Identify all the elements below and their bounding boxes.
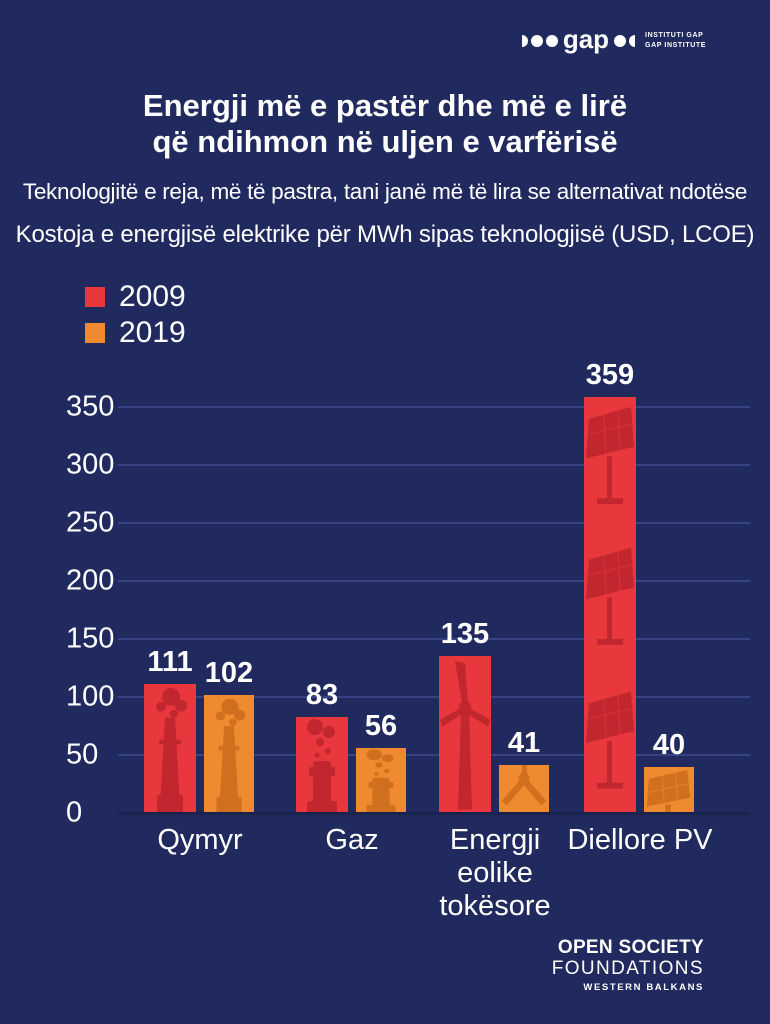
page-title-line2: që ndihmon në uljen e varfërisë bbox=[152, 124, 618, 159]
gap-dot-icon bbox=[614, 35, 627, 47]
coal-chimney-icon bbox=[156, 688, 187, 813]
gas-pipe-icon bbox=[307, 718, 337, 813]
osf-line2: FOUNDATIONS bbox=[551, 958, 704, 979]
gap-tagline-line1: INSTITUTI GAP bbox=[645, 32, 704, 39]
value-label-2019-energji: 41 bbox=[507, 727, 541, 760]
y-axis-tick-350: 350 bbox=[66, 390, 115, 423]
gap-semicircle-right-icon bbox=[521, 35, 528, 47]
gridline-250 bbox=[118, 522, 750, 524]
y-axis-tick-250: 250 bbox=[66, 506, 115, 539]
gap-semicircle-left-icon bbox=[629, 35, 636, 47]
solar-panel-icon bbox=[646, 769, 691, 813]
category-label-diellore-pv: Diellore PV bbox=[567, 824, 713, 856]
y-axis-tick-100: 100 bbox=[66, 680, 115, 713]
gap-logo-mark-icon: gap bbox=[521, 24, 636, 54]
bar-2009-diellore-pv bbox=[584, 396, 636, 813]
gridline-300 bbox=[118, 464, 750, 466]
chart-caption: Kostoja e energjisë elektrike për MWh si… bbox=[15, 221, 755, 248]
page-title-line1: Energji më e pastër dhe më e lirë bbox=[142, 88, 628, 123]
value-label-2009-energji: 135 bbox=[440, 618, 490, 651]
legend-swatch-2009 bbox=[85, 287, 105, 307]
bar-2009-energji bbox=[439, 656, 491, 813]
open-society-foundations-logo: OPEN SOCIETY FOUNDATIONS WESTERN BALKANS bbox=[552, 938, 704, 993]
value-label-2019-qymyr: 102 bbox=[204, 656, 254, 689]
gridline-150 bbox=[118, 638, 750, 640]
value-label-2009-diellore-pv: 359 bbox=[585, 358, 635, 391]
wind-turbine-icon bbox=[440, 661, 490, 810]
category-label-qymyr: Qymyr bbox=[157, 824, 243, 856]
legend-label-2009: 2009 bbox=[119, 280, 186, 313]
value-label-2009-gaz: 83 bbox=[305, 678, 339, 711]
bar-2019-energji bbox=[499, 765, 549, 813]
gas-pipe-icon bbox=[366, 749, 396, 813]
bar-2009-qymyr bbox=[144, 684, 196, 813]
coal-chimney-icon bbox=[215, 698, 246, 813]
gridline-200 bbox=[118, 580, 750, 582]
category-label-gaz: Gaz bbox=[325, 824, 379, 856]
osf-line3: WESTERN BALKANS bbox=[583, 982, 704, 993]
gap-dot-icon bbox=[530, 35, 543, 47]
chart-legend: 2009 2019 bbox=[85, 279, 186, 351]
gridline-50 bbox=[118, 754, 750, 756]
y-axis-tick-150: 150 bbox=[66, 622, 115, 655]
bar-2019-diellore-pv bbox=[644, 766, 694, 813]
legend-item-2019: 2019 bbox=[85, 315, 186, 351]
gap-logo-tagline: INSTITUTI GAP GAP INSTITUTE bbox=[645, 31, 706, 51]
page-subtitle: Teknologjitë e reja, më të pastra, tani … bbox=[22, 179, 748, 204]
value-label-2009-qymyr: 111 bbox=[147, 646, 193, 679]
gap-tagline-line2: GAP INSTITUTE bbox=[645, 42, 706, 49]
legend-swatch-2019 bbox=[85, 323, 105, 343]
gridline-350 bbox=[118, 406, 750, 408]
bar-2009-gaz bbox=[296, 716, 348, 813]
y-axis-tick-200: 200 bbox=[66, 564, 115, 597]
value-label-2019-diellore-pv: 40 bbox=[652, 728, 686, 761]
legend-label-2019: 2019 bbox=[119, 316, 186, 349]
y-axis-tick-300: 300 bbox=[66, 448, 115, 481]
value-label-2019-gaz: 56 bbox=[364, 710, 398, 743]
x-axis-baseline bbox=[118, 812, 750, 815]
gap-wordmark: gap bbox=[562, 24, 610, 54]
y-axis-tick-0: 0 bbox=[66, 796, 83, 829]
bar-2019-qymyr bbox=[204, 694, 254, 813]
gridline-100 bbox=[118, 696, 750, 698]
gap-dot-icon bbox=[545, 35, 558, 47]
category-label-energji: Energji eolike tokësore bbox=[439, 824, 551, 922]
bar-2019-gaz bbox=[356, 748, 406, 813]
legend-item-2009: 2009 bbox=[85, 279, 186, 315]
page-title: Energji më e pastër dhe më e lirë që ndi… bbox=[0, 88, 770, 160]
solar-panels-icon bbox=[586, 406, 634, 789]
gap-institute-logo: gap INSTITUTI GAP GAP INSTITUTE bbox=[521, 24, 706, 54]
osf-line1: OPEN SOCIETY bbox=[557, 937, 704, 958]
wind-hub-icon bbox=[501, 765, 547, 807]
y-axis-tick-50: 50 bbox=[66, 738, 99, 771]
